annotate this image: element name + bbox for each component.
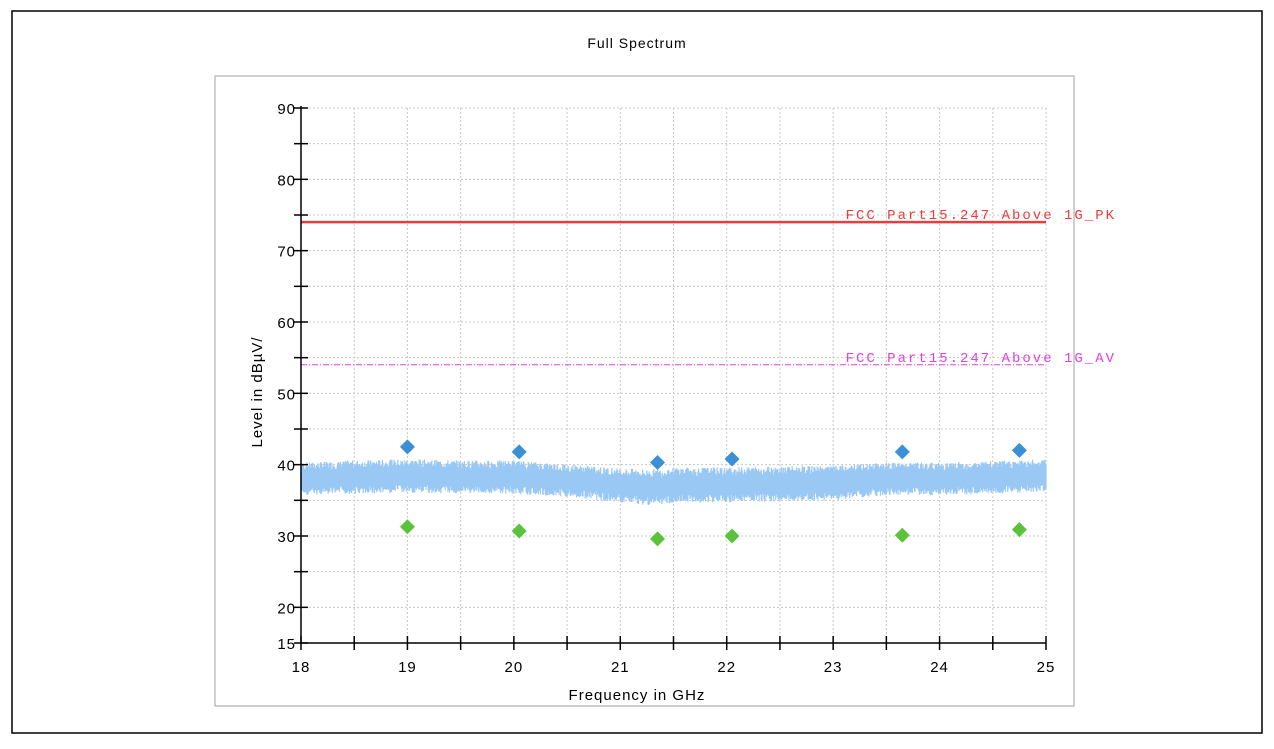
- limit-label-av: FCC Part15.247 Above 1G_AV: [846, 351, 1116, 367]
- x-tick-label: 24: [930, 659, 949, 676]
- y-tick-label: 30: [277, 529, 296, 546]
- peak-marker: [724, 451, 740, 467]
- x-tick-label: 23: [824, 659, 843, 676]
- peak-marker: [511, 444, 527, 460]
- y-tick-label: 70: [277, 244, 296, 261]
- average-marker: [650, 531, 666, 547]
- x-axis-label: Frequency in GHz: [569, 687, 706, 704]
- average-marker: [399, 519, 415, 535]
- chart-panel: [214, 75, 1075, 707]
- y-tick-label: 15: [277, 636, 296, 653]
- x-tick-label: 19: [398, 659, 417, 676]
- y-tick-label: 80: [277, 172, 296, 189]
- grid: [300, 107, 1047, 644]
- limit-lines: FCC Part15.247 Above 1G_PK FCC Part15.247…: [301, 208, 1116, 367]
- markers: [399, 439, 1027, 547]
- peak-marker: [650, 455, 666, 471]
- x-tick-label: 18: [292, 659, 311, 676]
- y-tick-label: 40: [277, 458, 296, 475]
- average-marker: [1011, 522, 1027, 538]
- x-tick-label: 25: [1037, 659, 1056, 676]
- limit-label-pk: FCC Part15.247 Above 1G_PK: [846, 208, 1116, 224]
- average-marker: [511, 523, 527, 539]
- average-marker: [724, 528, 740, 544]
- chart-title: Full Spectrum: [587, 35, 686, 51]
- x-tick-label: 22: [717, 659, 736, 676]
- y-axis-label: Level in dBµV/: [249, 336, 266, 447]
- outer-frame: [11, 10, 1263, 734]
- y-tick-label: 20: [277, 600, 296, 617]
- peak-marker: [894, 444, 910, 460]
- peak-marker: [399, 439, 415, 455]
- x-tick-label: 20: [505, 659, 524, 676]
- peak-marker: [1011, 442, 1027, 458]
- axes: 18 19 20 21 22 23 24 25 15 20 30 40 50 60 70 80 90: [277, 101, 1056, 676]
- y-tick-label: 60: [277, 315, 296, 332]
- y-tick-label: 50: [277, 386, 296, 403]
- x-tick-label: 21: [611, 659, 630, 676]
- y-tick-label: 90: [277, 101, 296, 118]
- average-marker: [894, 527, 910, 543]
